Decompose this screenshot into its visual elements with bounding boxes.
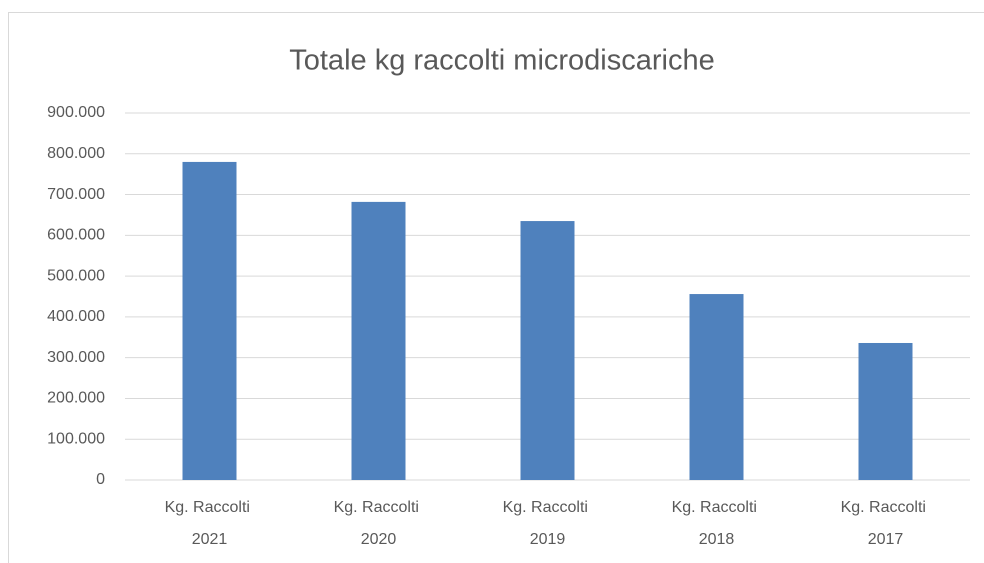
y-tick-label: 600.000 [47,227,105,244]
y-tick-label: 900.000 [47,104,105,121]
y-tick-label: 700.000 [47,186,105,203]
x-tick-label: Kg. Raccolti 2017 [841,499,931,548]
x-tick-label: Kg. Raccolti 2018 [672,499,762,548]
bar [351,201,406,480]
y-tick-label: 500.000 [47,267,105,284]
chart-frame [8,12,984,563]
bar [858,342,913,480]
y-tick-label: 300.000 [47,349,105,366]
x-tick-label: Kg. Raccolti 2019 [503,499,593,548]
y-tick-label: 200.000 [47,390,105,407]
chart-title: Totale kg raccolti microdiscariche [289,45,714,77]
y-tick-label: 400.000 [47,308,105,325]
bar [520,221,575,481]
y-tick-label: 800.000 [47,145,105,162]
bar [182,161,237,480]
bar [689,294,744,480]
x-tick-label: Kg. Raccolti 2021 [165,499,255,548]
y-tick-label: 100.000 [47,430,105,447]
x-tick-label: Kg. Raccolti 2020 [334,499,424,548]
y-tick-label: 0 [96,471,105,488]
